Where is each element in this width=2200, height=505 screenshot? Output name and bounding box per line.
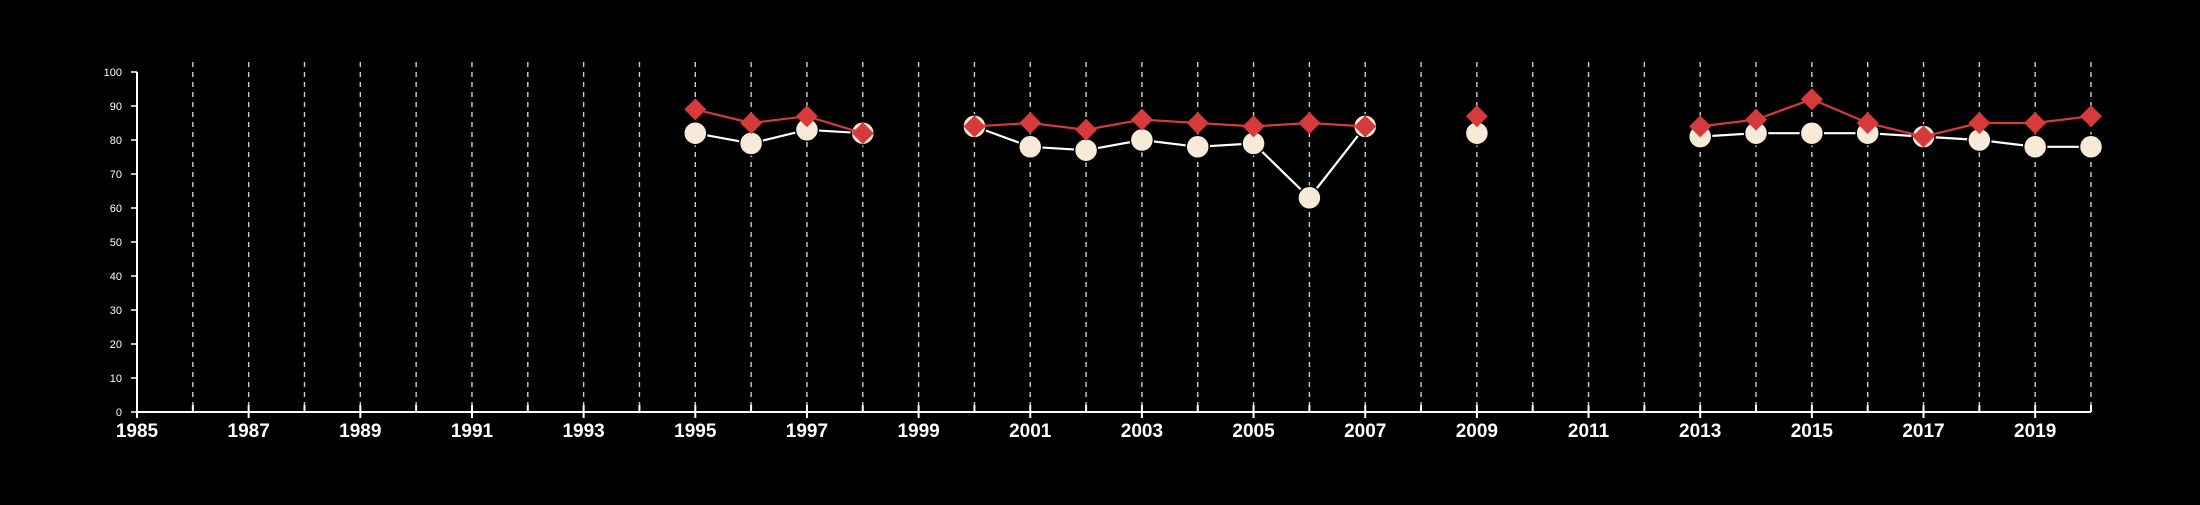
data-point-diamond — [1745, 108, 1768, 131]
data-point-circle — [2022, 134, 2048, 160]
data-point-diamond — [1354, 115, 1377, 138]
x-tick-label: 1999 — [897, 421, 939, 442]
data-point-diamond — [1019, 112, 1042, 134]
data-point-circle — [1297, 185, 1322, 211]
data-point-diamond — [1465, 105, 1488, 128]
y-tick-label: 30 — [110, 305, 122, 317]
data-point-diamond — [740, 112, 763, 134]
x-tick-label: 2007 — [1344, 421, 1386, 442]
data-point-diamond — [1968, 112, 1991, 134]
y-tick-label: 60 — [110, 203, 122, 215]
data-point-diamond — [795, 105, 818, 128]
series-diamond — [684, 88, 2102, 148]
data-point-diamond — [963, 115, 986, 138]
data-point-diamond — [1298, 112, 1321, 134]
grid-lines — [192, 62, 2092, 412]
data-point-diamond — [1075, 118, 1098, 141]
y-tick-label: 50 — [110, 237, 122, 249]
x-tick-label: 1991 — [451, 421, 494, 442]
y-tick-label: 80 — [110, 135, 122, 147]
data-point-circle — [1129, 127, 1155, 153]
x-tick-label: 2011 — [1568, 421, 1610, 442]
y-tick-label: 10 — [110, 373, 122, 385]
data-point-diamond — [1689, 115, 1712, 138]
data-point-diamond — [1800, 88, 1823, 111]
y-tick-label: 90 — [110, 101, 122, 113]
x-tick-label: 1993 — [562, 421, 604, 442]
y-tick-label: 100 — [104, 67, 122, 79]
x-tick-label: 2001 — [1009, 421, 1052, 442]
data-point-circle — [1185, 134, 1210, 160]
y-tick-label: 40 — [110, 271, 122, 283]
x-tick-label: 2013 — [1679, 421, 1721, 442]
x-tick-label: 1985 — [116, 421, 159, 442]
data-point-circle — [1073, 137, 1099, 163]
data-point-diamond — [1130, 108, 1153, 131]
x-tick-label: 1995 — [674, 421, 717, 442]
data-point-diamond — [1856, 112, 1879, 134]
data-point-diamond — [851, 122, 874, 145]
x-tick-label: 1987 — [228, 421, 270, 442]
x-tick-label: 1989 — [339, 421, 381, 442]
data-point-circle — [1018, 134, 1043, 160]
data-point-diamond — [1242, 115, 1265, 138]
y-tick-label: 70 — [110, 169, 122, 181]
data-point-circle — [738, 131, 764, 156]
y-tick-label: 20 — [110, 339, 122, 351]
x-tick-label: 2009 — [1456, 421, 1498, 442]
series-line-segment — [695, 108, 864, 135]
data-point-diamond — [1912, 125, 1935, 148]
data-point-diamond — [2024, 112, 2047, 134]
x-tick-label: 2005 — [1232, 421, 1275, 442]
x-tick-label: 2019 — [2014, 421, 2056, 442]
x-tick-label: 1997 — [786, 421, 828, 442]
x-tick-label: 2015 — [1791, 421, 1834, 442]
x-tick-label: 2003 — [1121, 421, 1163, 442]
axes: 1985 1987 1989 1991 1993 1995 1997 1999 2001 2003… — [104, 67, 2092, 442]
data-point-diamond — [2080, 105, 2102, 128]
y-tick-label: 0 — [116, 407, 122, 419]
data-point-circle — [683, 120, 708, 146]
data-series — [683, 88, 2104, 211]
data-point-circle — [1799, 120, 1825, 146]
data-point-circle — [2078, 134, 2104, 160]
series-line-segment — [695, 128, 863, 145]
data-point-diamond — [684, 98, 707, 121]
x-tick-label: 2017 — [1902, 421, 1944, 442]
data-point-diamond — [1186, 112, 1209, 134]
